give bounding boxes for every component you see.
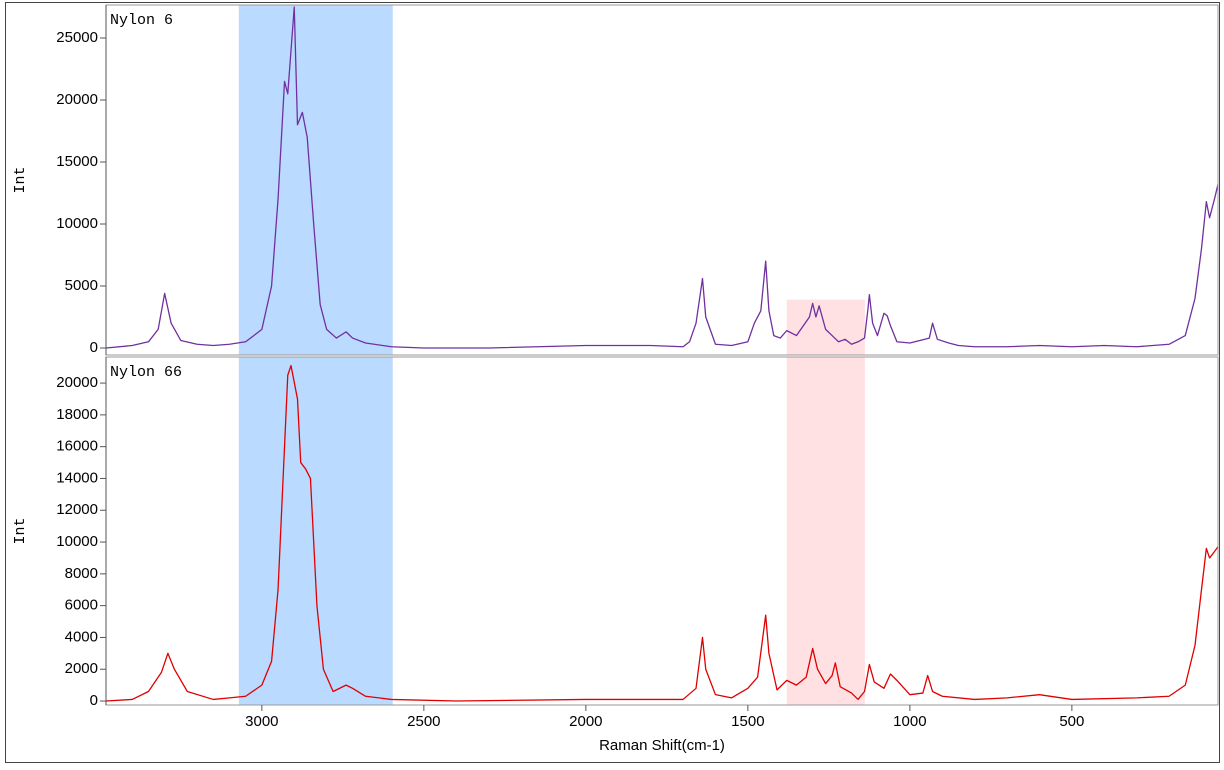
series-label: Nylon 66 xyxy=(110,364,182,381)
y-tick-label: 25000 xyxy=(56,29,98,46)
y-axis-label: Int xyxy=(12,517,29,544)
y-tick-label: 18000 xyxy=(56,406,98,423)
x-tick-label: 2000 xyxy=(569,713,602,730)
x-axis-label: Raman Shift(cm-1) xyxy=(599,737,725,754)
x-tick-label: 500 xyxy=(1059,713,1084,730)
highlight-span xyxy=(786,299,865,355)
y-tick-label: 8000 xyxy=(65,565,98,582)
y-tick-label: 0 xyxy=(90,339,98,356)
plot-area xyxy=(106,357,1218,705)
x-tick-label: 3000 xyxy=(245,713,278,730)
y-tick-label: 10000 xyxy=(56,533,98,550)
y-tick-label: 4000 xyxy=(65,628,98,645)
y-tick-label: 6000 xyxy=(65,597,98,614)
y-tick-label: 12000 xyxy=(56,501,98,518)
highlight-span xyxy=(238,357,393,705)
x-tick-label: 2500 xyxy=(407,713,440,730)
series-label: Nylon 6 xyxy=(110,12,173,29)
plot-area xyxy=(106,5,1218,355)
y-tick-label: 20000 xyxy=(56,374,98,391)
spectrum-line xyxy=(106,6,1218,349)
highlight-span xyxy=(238,5,393,355)
y-tick-label: 0 xyxy=(90,692,98,709)
y-tick-label: 14000 xyxy=(56,469,98,486)
spectrum-line xyxy=(106,364,1218,702)
y-tick-label: 5000 xyxy=(65,277,98,294)
x-tick-label: 1500 xyxy=(731,713,764,730)
y-axis-label: Int xyxy=(12,166,29,193)
y-tick-label: 20000 xyxy=(56,91,98,108)
highlight-span xyxy=(786,357,865,705)
y-tick-label: 16000 xyxy=(56,438,98,455)
outer-frame xyxy=(5,2,1220,763)
y-tick-label: 10000 xyxy=(56,215,98,232)
y-tick-label: 15000 xyxy=(56,153,98,170)
x-tick-label: 1000 xyxy=(893,713,926,730)
y-tick-label: 2000 xyxy=(65,660,98,677)
